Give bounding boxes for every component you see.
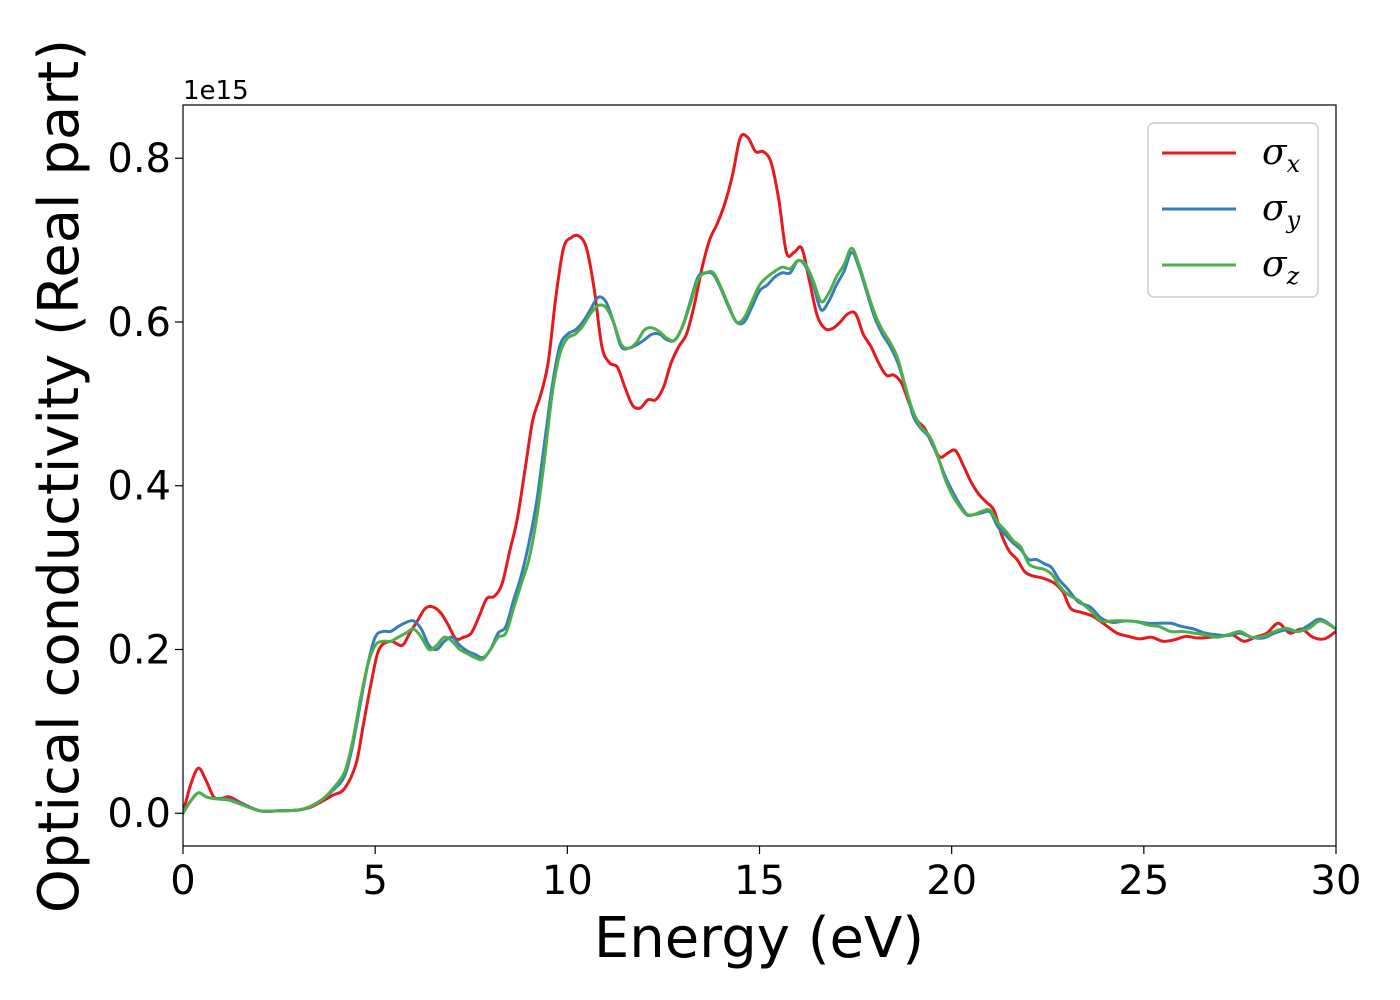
x-tick-label: 5	[362, 858, 387, 904]
y-tick-label: 0.0	[107, 791, 171, 837]
y-tick-label: 0.8	[107, 136, 171, 182]
series-layer	[183, 132, 1336, 815]
x-tick-label: 15	[734, 858, 785, 904]
x-tick-label: 25	[1118, 858, 1169, 904]
y-axis-ticks: 0.0 0.2 0.4 0.6 0.8	[107, 136, 183, 837]
series-line-sigma-z	[183, 246, 1336, 815]
y-tick-label: 0.6	[107, 300, 171, 346]
legend: σx σy σz	[1147, 122, 1319, 298]
x-tick-label: 0	[170, 858, 195, 904]
series-line-sigma-x	[183, 132, 1336, 815]
x-tick-label: 10	[542, 858, 593, 904]
legend-label-sigma-x: σx	[1262, 132, 1301, 178]
x-tick-label: 20	[926, 858, 977, 904]
y-tick-label: 0.2	[107, 627, 171, 673]
legend-entries: σx σy σz	[1162, 132, 1301, 290]
x-axis-title: Energy (eV)	[594, 906, 924, 971]
y-axis-title: Optical conductivity (Real part)	[27, 39, 92, 913]
legend-label-sigma-y: σy	[1262, 188, 1301, 234]
x-axis-ticks: 0 5 10 15 20 25 30	[170, 846, 1361, 904]
x-tick-label: 30	[1311, 858, 1362, 904]
legend-label-sigma-z: σz	[1262, 244, 1300, 290]
y-offset-label: 1e15	[183, 76, 249, 106]
y-tick-label: 0.4	[107, 464, 171, 510]
